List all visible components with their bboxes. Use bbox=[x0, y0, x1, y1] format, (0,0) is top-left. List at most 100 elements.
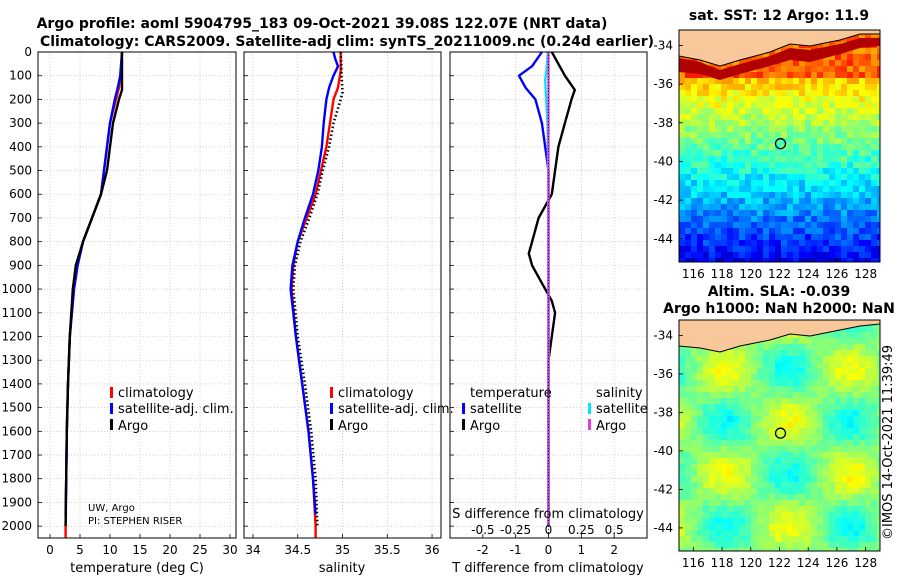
map-cell bbox=[775, 216, 781, 222]
map-cell bbox=[865, 362, 871, 368]
s-difference-ticks: -0.5 -0.25 0 0.25 0.5 bbox=[471, 523, 624, 537]
map-cell bbox=[721, 210, 727, 216]
map-cell bbox=[865, 144, 871, 150]
map-cell bbox=[811, 186, 817, 192]
map-cell bbox=[739, 518, 745, 524]
map-cell bbox=[757, 428, 763, 434]
map-cell bbox=[829, 72, 835, 78]
map-cell bbox=[871, 216, 877, 222]
map-cell bbox=[727, 156, 733, 162]
map-cell bbox=[865, 506, 871, 512]
map-cell bbox=[775, 356, 781, 362]
map-cell bbox=[841, 476, 847, 482]
map-cell bbox=[817, 470, 823, 476]
map-cell bbox=[817, 138, 823, 144]
map-cell bbox=[877, 180, 880, 186]
map-cell bbox=[805, 126, 811, 132]
map-cell bbox=[685, 198, 691, 204]
map-cell bbox=[715, 90, 721, 96]
map-cell bbox=[817, 386, 823, 392]
map-cell bbox=[739, 210, 745, 216]
map-cell bbox=[715, 536, 721, 542]
map-cell bbox=[871, 144, 877, 150]
map-cell bbox=[787, 344, 793, 350]
map-cell bbox=[739, 150, 745, 156]
map-cell bbox=[793, 548, 799, 551]
map-cell bbox=[781, 350, 787, 356]
map-cell bbox=[751, 530, 757, 536]
map-cell bbox=[727, 356, 733, 362]
map-cell bbox=[781, 380, 787, 386]
legend-header-temperature: temperature bbox=[470, 386, 552, 401]
map-cell bbox=[703, 374, 709, 380]
legend-swatch-s-satellite bbox=[588, 403, 591, 414]
map-cell bbox=[877, 470, 880, 476]
map-cell bbox=[829, 548, 835, 551]
map-cell bbox=[781, 216, 787, 222]
map-cell bbox=[865, 356, 871, 362]
map-cell bbox=[685, 234, 691, 240]
map-cell bbox=[721, 204, 727, 210]
map-cell bbox=[697, 168, 703, 174]
map-cell bbox=[715, 162, 721, 168]
map-cell bbox=[775, 380, 781, 386]
map-cell bbox=[865, 234, 871, 240]
map-cell bbox=[697, 228, 703, 234]
map-cell bbox=[679, 398, 685, 404]
map-cell bbox=[877, 120, 880, 126]
map-cell bbox=[841, 156, 847, 162]
map-cell bbox=[871, 536, 877, 542]
map-cell bbox=[835, 138, 841, 144]
map-cell bbox=[865, 410, 871, 416]
map-cell bbox=[691, 222, 697, 228]
map-cell bbox=[847, 458, 853, 464]
map-cell bbox=[811, 126, 817, 132]
map-cell bbox=[799, 240, 805, 246]
map-cell bbox=[775, 168, 781, 174]
map-cell bbox=[877, 240, 880, 246]
map-cell bbox=[751, 476, 757, 482]
s-tick-label: -0.25 bbox=[500, 523, 531, 537]
map-cell bbox=[769, 380, 775, 386]
map-cell bbox=[727, 204, 733, 210]
map-cell bbox=[829, 174, 835, 180]
map-cell bbox=[865, 60, 871, 66]
map-cell bbox=[829, 356, 835, 362]
map-cell bbox=[685, 144, 691, 150]
map-cell bbox=[751, 398, 757, 404]
map-cell bbox=[853, 500, 859, 506]
map-cell bbox=[793, 216, 799, 222]
map-cell bbox=[847, 542, 853, 548]
map-cell bbox=[685, 494, 691, 500]
map-cell bbox=[805, 72, 811, 78]
map-cell bbox=[823, 422, 829, 428]
map-cell bbox=[757, 126, 763, 132]
map-cell bbox=[757, 536, 763, 542]
map-cell bbox=[721, 398, 727, 404]
map-cell bbox=[685, 356, 691, 362]
map-cell bbox=[763, 380, 769, 386]
map-cell bbox=[859, 240, 865, 246]
map-cell bbox=[781, 398, 787, 404]
map-cell bbox=[775, 144, 781, 150]
map-cell bbox=[733, 96, 739, 102]
map-cell bbox=[727, 192, 733, 198]
map-cell bbox=[763, 344, 769, 350]
map-cell bbox=[811, 362, 817, 368]
map-cell bbox=[697, 458, 703, 464]
map-cell bbox=[745, 350, 751, 356]
map-cell bbox=[865, 518, 871, 524]
map-cell bbox=[835, 114, 841, 120]
map-cell bbox=[823, 476, 829, 482]
difference-xlabel: T difference from climatology bbox=[451, 561, 644, 576]
map-cell bbox=[757, 192, 763, 198]
map-cell bbox=[721, 368, 727, 374]
map-cell bbox=[817, 536, 823, 542]
map-cell bbox=[847, 240, 853, 246]
map-cell bbox=[865, 404, 871, 410]
map-cell bbox=[697, 114, 703, 120]
map-cell bbox=[871, 78, 877, 84]
map-cell bbox=[757, 252, 763, 258]
map-cell bbox=[721, 168, 727, 174]
map-cell bbox=[793, 494, 799, 500]
